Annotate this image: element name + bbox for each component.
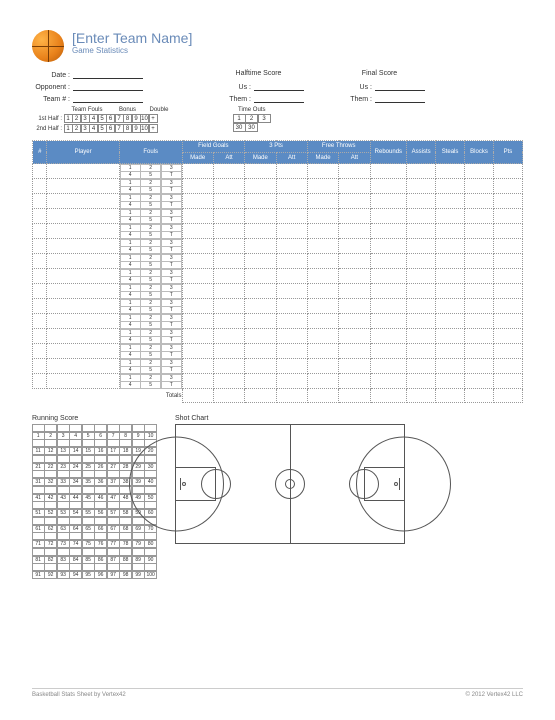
bonus-label: Bonus — [110, 107, 145, 113]
col-ft: Free Throws — [307, 141, 370, 153]
col-player: Player — [47, 141, 119, 164]
halftime-us[interactable] — [254, 82, 304, 91]
court-diagram — [175, 424, 405, 544]
score-number: 92 — [44, 571, 57, 579]
timeout-cell[interactable]: 30 — [233, 123, 246, 132]
table-row: 12345T — [33, 314, 523, 329]
table-row: 12345T — [33, 269, 523, 284]
us-label-1: Us : — [213, 84, 251, 91]
col-assists: Assists — [407, 141, 436, 164]
score-number: 93 — [57, 571, 70, 579]
score-number: 100 — [144, 571, 157, 579]
team-fouls-label: Team Fouls — [64, 107, 110, 113]
table-row: 12345T — [33, 209, 523, 224]
fouls-area: Team Fouls Bonus Double 1st Half : 12345… — [32, 107, 523, 134]
table-row: 12345T — [33, 224, 523, 239]
table-row: 12345T — [33, 299, 523, 314]
col-rebounds: Rebounds — [370, 141, 407, 164]
col-fg: Field Goals — [182, 141, 245, 153]
score-number: 99 — [132, 571, 145, 579]
first-half-fouls: 1st Half : 12345678910+ — [32, 114, 173, 123]
col-blocks: Blocks — [465, 141, 494, 164]
opponent-field[interactable] — [73, 82, 143, 91]
date-label: Date : — [32, 72, 70, 79]
table-row: 12345T — [33, 329, 523, 344]
team-name-title: [Enter Team Name] — [72, 30, 192, 46]
stats-table: # Player Fouls Field Goals 3 Pts Free Th… — [32, 140, 523, 403]
final-us[interactable] — [375, 82, 425, 91]
table-row: 12345T — [33, 284, 523, 299]
title-block: [Enter Team Name] Game Statistics — [72, 30, 192, 62]
final-header: Final Score — [334, 70, 425, 77]
footer-right: © 2012 Vertex42 LLC — [466, 692, 523, 698]
col-fouls: Fouls — [119, 141, 182, 164]
score-number: 98 — [119, 571, 132, 579]
foul-tick[interactable]: + — [149, 124, 158, 133]
table-row: 12345T — [33, 374, 523, 389]
table-row: 12345T — [33, 194, 523, 209]
footer-left: Basketball Stats Sheet by Vertex42 — [32, 692, 126, 698]
table-row: 12345T — [33, 239, 523, 254]
date-field[interactable] — [73, 70, 143, 79]
us-label-2: Us : — [334, 84, 372, 91]
footer: Basketball Stats Sheet by Vertex42 © 201… — [32, 688, 523, 698]
table-row: 12345T — [33, 179, 523, 194]
timeout-cell[interactable]: 1 — [233, 114, 246, 123]
teamnum-field[interactable] — [73, 94, 143, 103]
col-steals: Steals — [436, 141, 465, 164]
timeouts: Time Outs 123 3030 — [233, 107, 271, 134]
bottom-section: Running Score 12345678910111213141516171… — [32, 415, 523, 579]
them-label-2: Them : — [334, 96, 372, 103]
timeout-cell[interactable]: 2 — [245, 114, 258, 123]
header: [Enter Team Name] Game Statistics — [32, 30, 523, 62]
halftime-them[interactable] — [254, 94, 304, 103]
col-pts: Pts — [493, 141, 522, 164]
table-row: 12345T — [33, 359, 523, 374]
table-row: 12345T — [33, 164, 523, 179]
totals-row: Totals — [33, 389, 523, 403]
info-section: Date : Opponent : Team # : Halftime Scor… — [32, 70, 523, 103]
foul-tick[interactable]: + — [149, 114, 158, 123]
timeout-cell[interactable]: 30 — [245, 123, 258, 132]
final-them[interactable] — [375, 94, 425, 103]
score-number: 94 — [69, 571, 82, 579]
table-row: 12345T — [33, 254, 523, 269]
double-label: Double — [145, 107, 173, 113]
subtitle: Game Statistics — [72, 46, 192, 55]
score-number: 96 — [94, 571, 107, 579]
teamnum-label: Team # : — [32, 96, 70, 103]
col-three: 3 Pts — [245, 141, 308, 153]
timeout-cell[interactable]: 3 — [258, 114, 271, 123]
score-number: 91 — [32, 571, 45, 579]
basketball-icon — [32, 30, 64, 62]
table-row: 12345T — [33, 344, 523, 359]
score-number: 95 — [82, 571, 95, 579]
them-label-1: Them : — [213, 96, 251, 103]
halftime-header: Halftime Score — [213, 70, 304, 77]
shot-chart: Shot Chart — [175, 415, 523, 579]
opponent-label: Opponent : — [32, 84, 70, 91]
second-half-fouls: 2nd Half : 12345678910+ — [32, 124, 173, 133]
col-num: # — [33, 141, 47, 164]
score-number: 97 — [107, 571, 120, 579]
